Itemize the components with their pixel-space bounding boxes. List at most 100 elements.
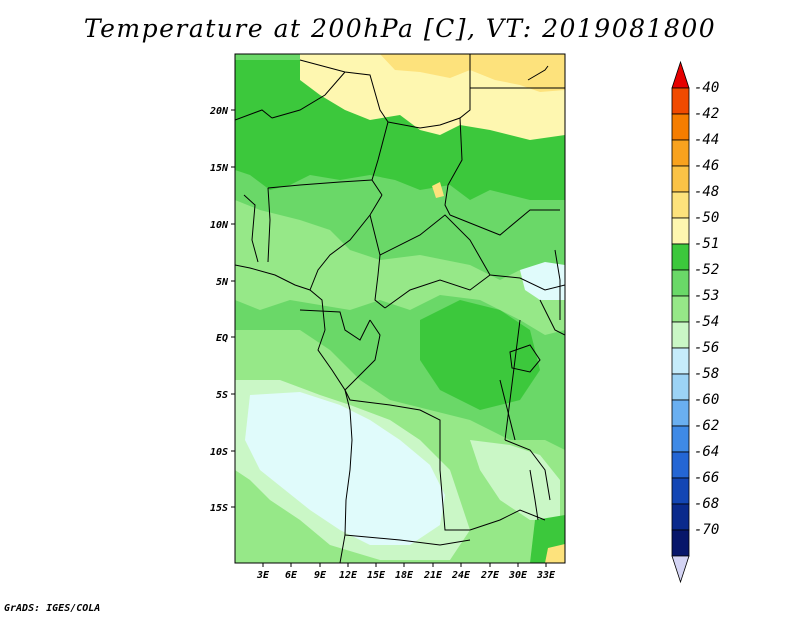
coastline-east-africa	[554, 249, 561, 320]
border-angola-namibia	[344, 534, 471, 546]
lon-label-21e: 21E	[423, 570, 443, 581]
colorbar-label: -51	[694, 236, 719, 252]
lat-label-10s: 10S	[210, 447, 228, 458]
border-sudan-southsudan	[449, 209, 560, 236]
colorbar-segment	[671, 425, 690, 453]
field-warm-spot	[432, 182, 444, 198]
border-nigeria-cameroon	[309, 194, 383, 291]
lon-label-24e: 24E	[451, 570, 471, 581]
colorbar-label: -56	[694, 340, 719, 356]
field-pale-blue-angola	[245, 392, 445, 545]
border-congo	[344, 319, 381, 391]
border-algeria-libya	[299, 59, 389, 123]
field-pale-blue-east	[520, 262, 565, 300]
lon-labels: 3E 6E 9E 12E 15E 18E 21E 24E 27E 30E 33E	[256, 570, 556, 581]
colorbar-label: -44	[694, 132, 719, 148]
map-title: Temperature at 200hPa [C], VT: 201908180…	[83, 14, 717, 43]
colorbar-segment	[671, 529, 690, 557]
lat-label-20n: 20N	[209, 106, 229, 117]
colorbar-segment	[671, 217, 690, 245]
colorbar-segment	[671, 295, 690, 323]
border-zambia-east	[469, 509, 546, 531]
border-nigeria-west	[267, 187, 271, 263]
colorbar-segment	[671, 347, 690, 375]
border-west-coast-1	[235, 109, 273, 121]
border-gabon	[299, 309, 371, 341]
lake-victoria	[509, 344, 541, 373]
colorbar-segment	[671, 191, 690, 219]
border-chad-sudan	[444, 117, 463, 216]
lon-label-18e: 18E	[395, 570, 414, 581]
lon-label-30e: 30E	[508, 570, 528, 581]
field-warm-se-corner	[545, 544, 565, 563]
lon-label-15e: 15E	[367, 570, 386, 581]
colorbar-segment	[671, 503, 690, 531]
border-car-south	[384, 274, 491, 309]
colorbar-segment	[671, 399, 690, 427]
colorbar-labels: -40 -42 -44 -46 -48 -50 -51 -52 -53 -54 …	[694, 80, 719, 538]
colorbar-segment	[671, 243, 690, 271]
border-angola-zambia	[439, 420, 470, 531]
coastline-gulf-guinea	[235, 264, 326, 331]
border-cameroon-car	[369, 214, 386, 309]
colorbar-top-arrow	[671, 60, 690, 89]
field-warm-yellow-northeast	[470, 54, 565, 92]
colorbar-segment	[671, 321, 690, 349]
coastline-west-africa	[317, 329, 353, 563]
lon-label-27e: 27E	[480, 570, 500, 581]
colorbar	[671, 60, 690, 584]
lat-label-5s: 5S	[216, 390, 228, 401]
credit-label: GrADS: IGES/COLA	[4, 603, 101, 614]
border-drc-east	[504, 319, 521, 441]
lat-label-5n: 5N	[216, 277, 229, 288]
colorbar-label: -68	[694, 496, 719, 512]
colorbar-label: -70	[694, 522, 719, 538]
river-nile-ne	[527, 65, 549, 81]
lake-malawi	[529, 469, 539, 521]
border-car-chad	[379, 214, 491, 276]
colorbar-label: -48	[694, 184, 719, 200]
colorbar-label: -53	[694, 288, 719, 304]
lat-label-15s: 15S	[210, 503, 228, 514]
temperature-field	[235, 54, 565, 563]
lon-label-12e: 12E	[339, 570, 358, 581]
colorbar-segment	[671, 451, 690, 479]
border-niger-chad	[371, 121, 389, 196]
border-niger-north	[271, 71, 346, 119]
border-libya-chad	[387, 54, 471, 129]
colorbar-label: -58	[694, 366, 719, 382]
lon-label-33e: 33E	[536, 570, 556, 581]
border-nigeria-north	[267, 179, 373, 189]
colorbar-label: -62	[694, 418, 719, 434]
field-light-green-west	[235, 200, 565, 335]
lat-label-10n: 10N	[210, 220, 229, 231]
lat-labels: 20N 15N 10N 5N EQ 5S 10S 15S	[209, 106, 229, 514]
colorbar-label: -54	[694, 314, 719, 330]
colorbar-segment	[671, 87, 690, 115]
colorbar-label: -64	[694, 444, 719, 460]
colorbar-segment	[671, 269, 690, 297]
border-tanzania	[504, 439, 551, 501]
colorbar-label: -46	[694, 158, 719, 174]
colorbar-bottom-arrow	[671, 555, 690, 584]
country-borders	[235, 54, 565, 563]
lat-ticks	[231, 109, 235, 508]
colorbar-segment	[671, 373, 690, 401]
lake-tanganyika	[499, 379, 516, 441]
colorbar-segment	[671, 113, 690, 141]
colorbar-label: -52	[694, 262, 719, 278]
colorbar-label: -66	[694, 470, 719, 486]
lat-label-eq: EQ	[216, 333, 228, 344]
field-warm-yellow-north	[380, 54, 470, 78]
lon-label-9e: 9E	[314, 570, 327, 581]
lon-label-3e: 3E	[256, 570, 270, 581]
lat-label-15n: 15N	[210, 163, 229, 174]
colorbar-segment	[671, 165, 690, 193]
lon-ticks	[262, 563, 547, 567]
colorbar-segment	[671, 477, 690, 505]
colorbar-label: -42	[694, 106, 719, 122]
border-uganda-kenya	[539, 299, 565, 336]
field-dark-green-east	[420, 300, 540, 410]
colorbar-segment	[671, 139, 690, 167]
